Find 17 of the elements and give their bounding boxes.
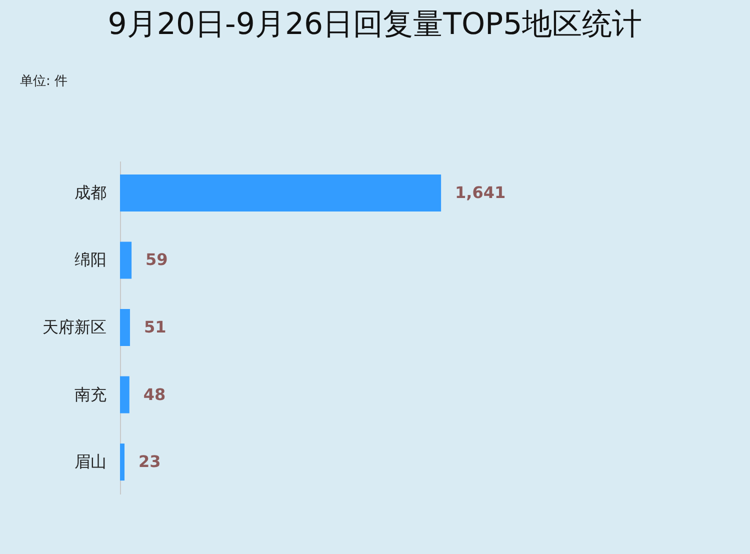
y-tick-label: 眉山 bbox=[74, 452, 106, 472]
chart-title: 9月20日-9月26日回复量TOP5地区统计 bbox=[108, 7, 642, 42]
bar bbox=[120, 242, 132, 279]
data-label: 51 bbox=[144, 318, 166, 336]
bar bbox=[120, 376, 130, 414]
bar bbox=[120, 174, 442, 212]
y-tick-label: 南充 bbox=[74, 384, 106, 404]
data-label: 59 bbox=[146, 250, 168, 270]
data-label: 23 bbox=[138, 452, 161, 472]
y-tick-label: 天府新区 bbox=[42, 318, 106, 336]
data-label: 48 bbox=[143, 384, 166, 404]
y-tick-label: 绵阳 bbox=[74, 250, 106, 270]
y-tick-label: 成都 bbox=[74, 182, 106, 202]
data-label: 1,641 bbox=[455, 182, 506, 202]
chart-subtitle: 单位: 件 bbox=[20, 74, 68, 89]
bar bbox=[120, 444, 124, 481]
bar bbox=[120, 309, 130, 346]
